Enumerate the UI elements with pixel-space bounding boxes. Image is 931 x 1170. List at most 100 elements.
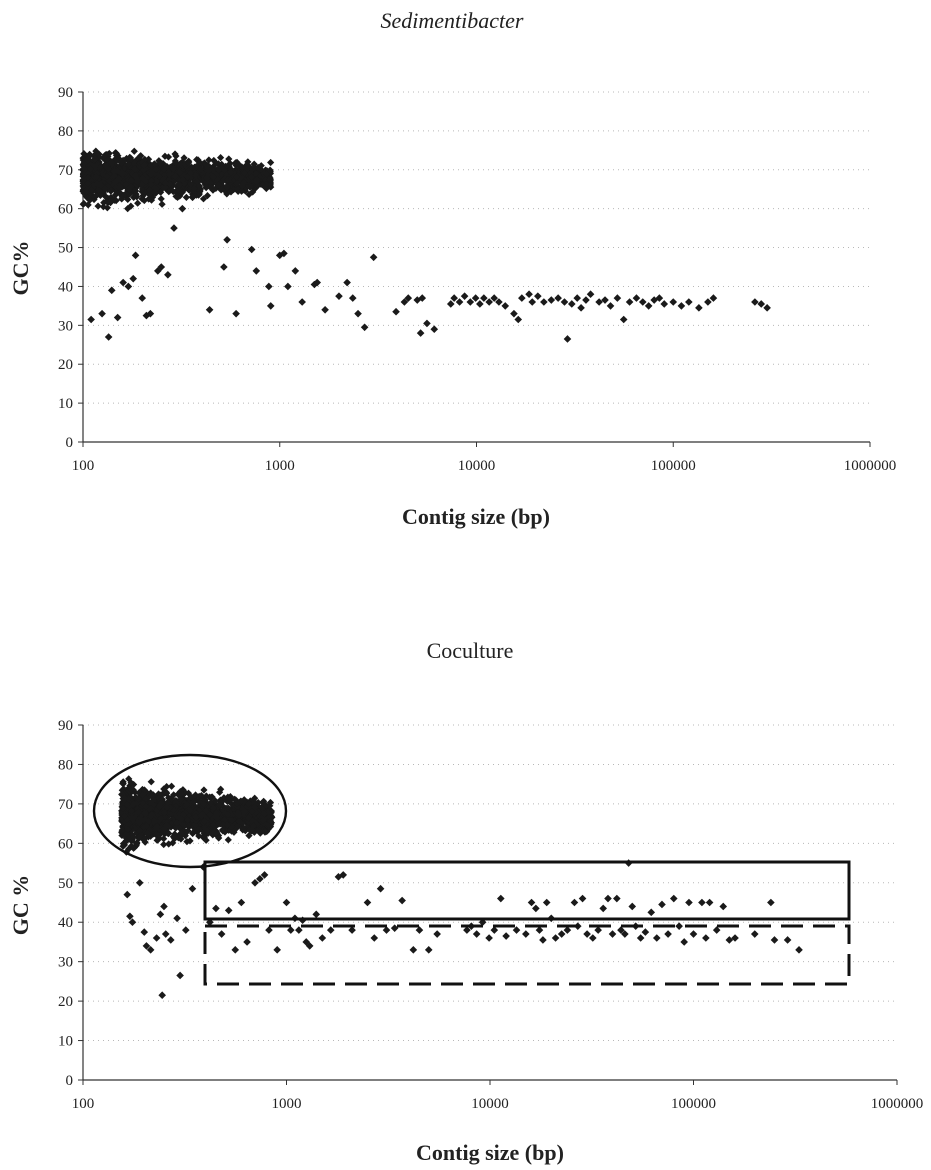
data-point (578, 894, 587, 903)
data-point (228, 816, 236, 824)
data-point (86, 165, 94, 173)
x-axis-label: Contig size (bp) (416, 1140, 564, 1165)
y-tick-label: 10 (58, 1034, 73, 1050)
data-point (348, 294, 357, 302)
data-point (262, 184, 270, 193)
data-point (79, 187, 87, 195)
data-point (495, 298, 503, 306)
data-point (243, 938, 251, 946)
data-point (121, 794, 129, 802)
data-point (161, 825, 169, 833)
data-point (267, 158, 275, 167)
y-tick-label: 80 (58, 124, 73, 140)
data-point (119, 842, 127, 850)
data-point (178, 188, 186, 197)
data-point (142, 942, 151, 950)
chart-sedimentibacter: Sedimentibacter GC% Contig size (bp) 0 10… (8, 8, 896, 529)
data-point (147, 170, 155, 178)
x-tick-label: 10000 (471, 1096, 509, 1112)
data-point (220, 166, 229, 174)
data-point (471, 294, 480, 302)
data-point (133, 805, 142, 813)
data-point (156, 910, 165, 919)
data-point (161, 930, 170, 938)
data-point (140, 928, 149, 936)
data-point (235, 817, 243, 825)
data-point (192, 816, 200, 825)
data-point (599, 904, 608, 913)
data-point (209, 173, 217, 181)
data-point (257, 162, 265, 170)
y-tick-label: 70 (58, 797, 73, 813)
data-point (173, 819, 181, 827)
data-point (416, 329, 425, 337)
data-point (704, 298, 712, 306)
data-point (213, 814, 221, 822)
data-point (205, 167, 213, 175)
data-point (129, 833, 138, 841)
data-point (231, 795, 239, 803)
data-point (118, 831, 126, 840)
data-point (360, 323, 369, 332)
data-point (237, 898, 246, 907)
data-point (164, 830, 172, 838)
data-point (240, 178, 248, 187)
data-point (126, 912, 134, 921)
data-point (216, 154, 225, 162)
data-point (145, 817, 153, 825)
data-point (595, 298, 603, 306)
x-tick-label: 1000 (265, 458, 295, 474)
y-axis-label: GC % (8, 875, 33, 936)
data-point (601, 296, 609, 304)
data-point (252, 169, 260, 178)
data-point (84, 156, 92, 164)
data-point (577, 304, 585, 312)
data-point (675, 922, 683, 930)
data-point (166, 936, 175, 944)
data-point (133, 839, 141, 847)
data-point (197, 165, 205, 173)
data-point (220, 175, 228, 184)
data-point (143, 829, 152, 838)
data-point (291, 267, 300, 275)
data-point (763, 304, 771, 312)
data-point (219, 821, 227, 829)
data-point (176, 160, 184, 168)
data-point (160, 809, 168, 817)
x-tick-label: 100 (72, 1096, 95, 1112)
data-point (660, 300, 669, 308)
data-point (162, 821, 171, 829)
data-point (677, 302, 686, 310)
data-point (140, 166, 148, 174)
data-point (135, 819, 143, 827)
data-point (476, 300, 484, 308)
data-point (142, 802, 150, 811)
data-point (525, 290, 533, 299)
data-point (195, 190, 203, 198)
data-point (217, 930, 226, 938)
data-point (770, 936, 779, 944)
y-tick-label: 50 (58, 876, 73, 892)
data-point (235, 812, 243, 820)
data-point (261, 176, 269, 184)
data-point (192, 824, 200, 833)
data-point (101, 184, 109, 193)
data-point (147, 792, 156, 801)
data-point (625, 298, 634, 306)
data-point (153, 822, 161, 830)
data-point (140, 786, 149, 794)
data-point (313, 278, 321, 287)
data-point (83, 185, 91, 193)
data-point (528, 298, 537, 306)
data-point (363, 898, 372, 907)
data-point (644, 302, 653, 310)
data-point (239, 826, 247, 834)
data-point (104, 165, 113, 173)
data-point (115, 189, 124, 197)
data-point (134, 199, 142, 207)
data-point (141, 815, 150, 824)
data-point (155, 802, 164, 811)
data-point (179, 176, 187, 184)
data-point (139, 791, 147, 799)
data-point (497, 894, 505, 903)
